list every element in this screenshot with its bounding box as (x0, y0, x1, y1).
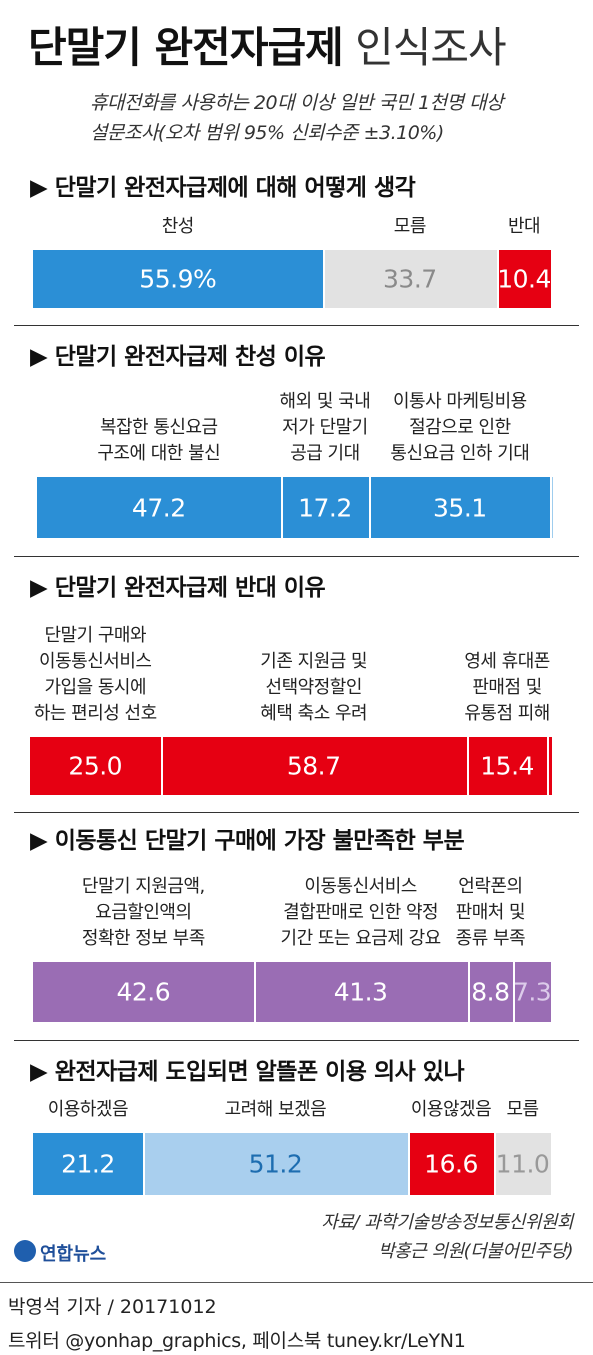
title-light: 인식조사 (355, 23, 507, 72)
title-bold: 단말기 완전자급제 (28, 23, 344, 72)
subtitle: 휴대전화를 사용하는 20대 이상 일반 국민 1천명 대상 설문조사(오차 범… (90, 92, 504, 144)
category-label: 이용하겠음 (47, 1099, 129, 1120)
data-label: 15.4 (480, 751, 534, 781)
bar-segment (33, 1133, 143, 1195)
byline: 박영석 기자 / 20171012 (8, 1296, 217, 1318)
divider (14, 556, 579, 557)
bar-segment (33, 962, 254, 1022)
category-label: 이동통신서비스 결합판매로 인한 약정 기간 또는 요금제 강요 (280, 876, 442, 949)
bar-segment (253, 962, 468, 1022)
divider (14, 812, 579, 813)
bar-segment (33, 250, 323, 308)
category-label: 단말기 지원금액, 요금할인액의 정확한 정보 부족 (81, 876, 205, 949)
category-label: 모름 (506, 1099, 539, 1120)
data-label: 55.9% (139, 264, 217, 294)
category-label: 복잡한 통신요금 구조에 대한 불신 (97, 417, 221, 464)
category-label: 영세 휴대폰 판매점 및 유통점 피해 (464, 651, 550, 724)
data-label: 33.7 (383, 264, 437, 294)
bar-segment (494, 1133, 551, 1195)
bar-segment (322, 250, 498, 308)
data-label: 35.1 (433, 493, 487, 522)
data-label: 51.2 (248, 1149, 303, 1179)
category-label: 고려해 보겠음 (224, 1099, 327, 1120)
bar-segment (280, 477, 370, 538)
bar-segment (550, 477, 553, 538)
category-label: 기존 지원금 및 선택약정할인 혜택 축소 우려 (260, 651, 368, 724)
bar-segment (466, 737, 548, 795)
data-label: 11.0 (495, 1149, 550, 1179)
category-label: 반대 (508, 216, 541, 237)
bar-segment (467, 962, 514, 1022)
source: 자료/ 과학기술방송정보통신위원회 박홍근 의원(더불어민주당) (321, 1212, 573, 1262)
data-label: 7.3 (512, 977, 552, 1007)
category-label: 이용않겠음 (410, 1099, 492, 1120)
divider (14, 1040, 579, 1041)
logo-icon (14, 1240, 36, 1262)
credits: 트위터 @yonhap_graphics, 페이스북 tuney.kr/LeYN… (8, 1330, 466, 1352)
category-label: 단말기 구매와 이동통신서비스 가입을 동시에 하는 편리성 선호 (33, 625, 157, 724)
bar-segment (142, 1133, 409, 1195)
chart-title: ▶ 단말기 완전자급제 반대 이유 (30, 575, 326, 601)
chart-title: ▶ 단말기 완전자급제에 대해 어떻게 생각 (30, 175, 416, 201)
bar-segment (37, 477, 281, 538)
category-label: 이통사 마케팅비용 절감으로 인한 통신요금 인하 기대 (390, 391, 530, 464)
bar-segment (30, 737, 161, 795)
bar-segment (160, 737, 467, 795)
bar-segment (513, 962, 551, 1022)
category-label: 해외 및 국내 저가 단말기 공급 기대 (279, 391, 371, 464)
title: 단말기 완전자급제 인식조사 (28, 14, 507, 75)
category-label: 찬성 (161, 216, 195, 237)
data-label: 21.2 (61, 1149, 115, 1179)
chart-title: ▶ 단말기 완전자급제 찬성 이유 (30, 344, 326, 370)
data-label: 41.3 (333, 977, 388, 1007)
data-label: 8.8 (471, 977, 510, 1007)
bar-segment (408, 1133, 495, 1195)
category-label: 모름 (393, 216, 427, 237)
data-label: 47.2 (131, 493, 186, 522)
bar-segment (369, 477, 551, 538)
category-label: 언락폰의 판매처 및 종류 부족 (455, 876, 526, 949)
chart-title: ▶ 이동통신 단말기 구매에 가장 불만족한 부분 (30, 828, 465, 854)
data-label: 16.6 (424, 1149, 478, 1179)
data-label: 42.6 (116, 977, 171, 1007)
data-label: 58.7 (286, 751, 341, 781)
bar-segment (547, 737, 552, 795)
divider (14, 325, 579, 326)
data-label: 10.4 (497, 264, 551, 294)
data-label: 25.0 (68, 751, 123, 781)
data-label: 17.2 (298, 493, 352, 522)
divider (0, 1282, 593, 1283)
logo: 연합뉴스 (40, 1244, 107, 1265)
chart-title: ▶ 완전자급제 도입되면 알뜰폰 이용 의사 있나 (30, 1059, 465, 1085)
bar-segment (497, 250, 551, 308)
